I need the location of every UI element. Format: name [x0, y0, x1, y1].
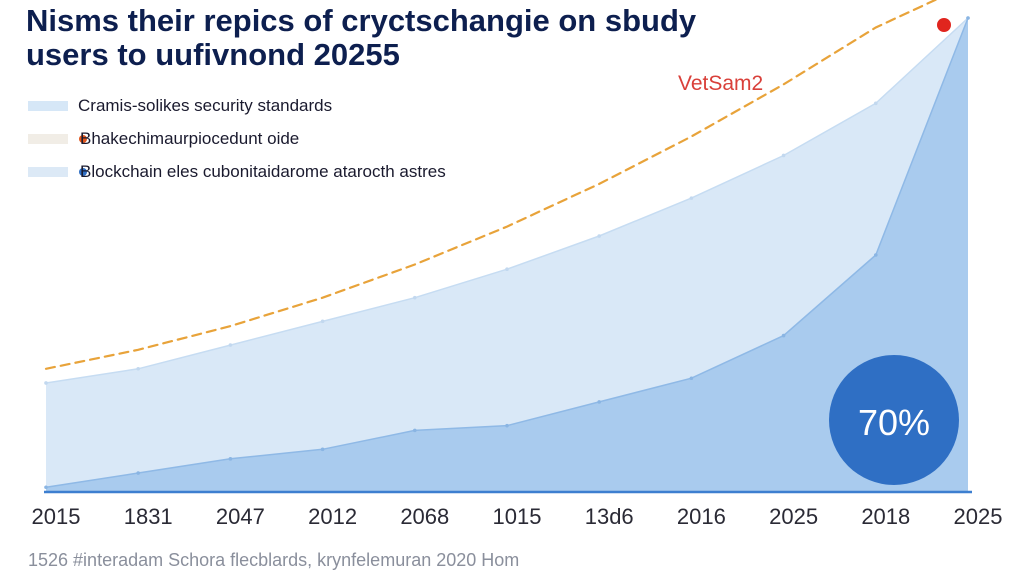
- data-point-s1-4: [413, 428, 417, 433]
- endpoint-marker: [937, 18, 951, 32]
- data-point-s1-5: [505, 423, 509, 428]
- x-tick-label-3: 2012: [308, 504, 357, 529]
- data-point-s1-0: [44, 485, 48, 490]
- source-footnote: 1526 #interadam Schora flecblards, krynf…: [28, 550, 520, 570]
- data-point-s0-9: [874, 101, 878, 106]
- x-tick-label-10: 2025: [954, 504, 1003, 529]
- data-point-s1-7: [689, 376, 694, 381]
- legend-dot-procedure: [79, 135, 87, 143]
- legend-swatch-procedure: [28, 134, 68, 144]
- annotation-label: VetSam2: [678, 72, 763, 95]
- legend-label-blockchain: Blockchain eles cubonitaidarome atarocth…: [80, 162, 446, 181]
- x-tick-label-4: 2068: [400, 504, 449, 529]
- x-tick-label-7: 2016: [677, 504, 726, 529]
- x-tick-label-5: 1015: [493, 504, 542, 529]
- data-point-s0-3: [320, 319, 325, 324]
- data-point-s1-8: [781, 333, 786, 338]
- percentage-badge: [829, 355, 959, 485]
- data-point-s0-7: [689, 196, 694, 200]
- legend-label-procedure: Bhakechimaurpiocedunt oide: [80, 129, 300, 148]
- x-tick-label-2: 2047: [216, 504, 265, 529]
- data-point-s0-1: [136, 366, 140, 371]
- x-tick-label-9: 2018: [861, 504, 910, 529]
- data-point-s1-2: [228, 457, 233, 461]
- area-series-1: [46, 18, 968, 492]
- data-point-s0-2: [228, 343, 233, 347]
- dashed-trend-line: [44, 0, 938, 370]
- data-point-s0-0: [44, 381, 48, 385]
- percentage-badge-label: 70%: [858, 402, 930, 443]
- x-tick-label-1: 1831: [124, 504, 173, 529]
- x-tick-label-6: 13d6: [585, 504, 634, 529]
- x-tick-label-8: 2025: [769, 504, 818, 529]
- data-point-s1-10: [966, 16, 970, 20]
- chart-title-line-2: users to uufivnond 20255: [26, 37, 400, 72]
- chart-title-line-1: Nisms their repics of cryctschangie on s…: [26, 3, 697, 38]
- data-point-s1-3: [320, 447, 325, 452]
- data-point-s0-8: [781, 153, 786, 158]
- legend-dot-blockchain: [79, 168, 87, 176]
- data-point-s0-4: [413, 295, 417, 300]
- chart-title: Nisms their repics of cryctschangie on s…: [26, 4, 696, 72]
- data-point-s0-6: [597, 234, 601, 238]
- data-point-s0-5: [505, 267, 509, 272]
- data-point-s1-9: [874, 253, 878, 257]
- data-point-s1-6: [597, 400, 601, 404]
- data-point-s1-1: [136, 471, 140, 475]
- legend-label-security-standards: Cramis-solikes security standards: [78, 96, 333, 115]
- legend-swatch-blockchain: [28, 167, 68, 177]
- x-tick-label-0: 2015: [32, 504, 81, 529]
- legend-swatch-security-standards: [28, 101, 68, 111]
